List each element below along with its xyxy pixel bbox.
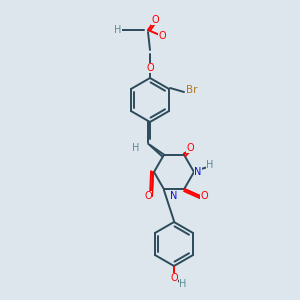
Text: H: H [132,143,140,153]
Text: O: O [200,191,208,201]
Text: N: N [170,191,178,201]
Text: O: O [146,63,154,73]
Text: O: O [158,31,166,41]
Text: O: O [170,273,178,283]
Text: H: H [206,160,214,170]
Text: N: N [194,167,202,177]
Text: O: O [186,143,194,153]
Text: H: H [179,279,187,289]
Text: H: H [114,25,122,35]
Text: O: O [151,15,159,25]
Text: Br: Br [186,85,198,95]
Text: O: O [144,191,152,201]
